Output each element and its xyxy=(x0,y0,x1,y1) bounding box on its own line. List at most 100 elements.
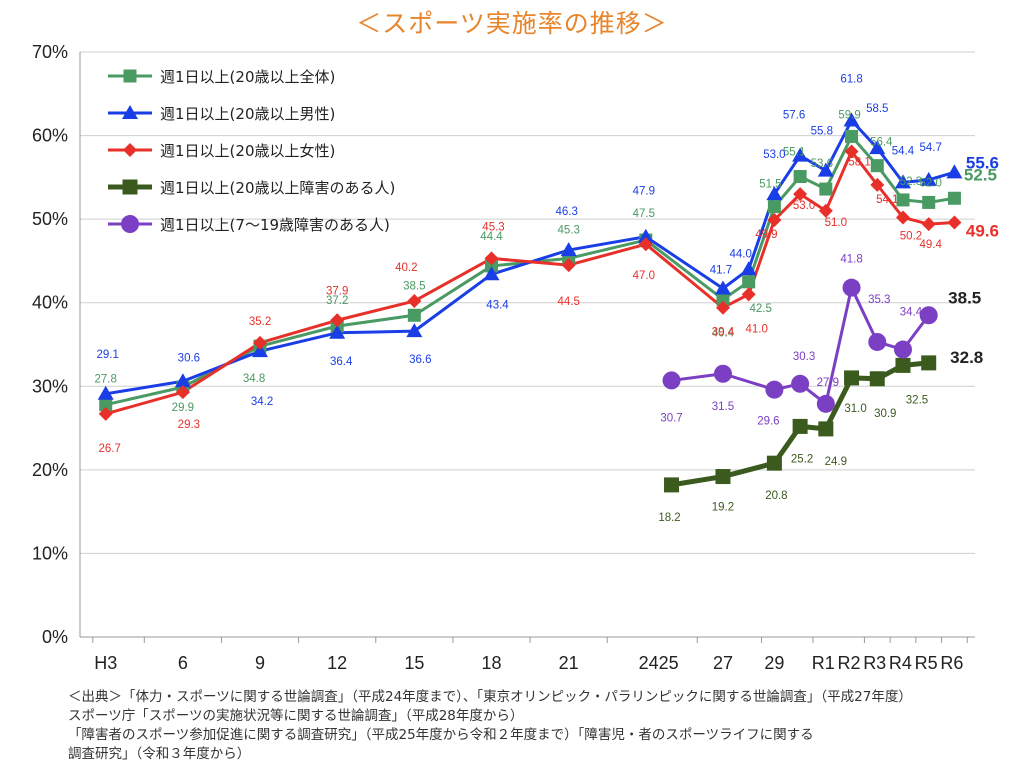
data-label: 34.4 xyxy=(900,307,923,319)
legend-label: 週1日以上(20歳以上障害のある人) xyxy=(160,179,395,197)
y-tick-label: 10% xyxy=(32,543,68,563)
chart-title: ＜スポーツ実施率の推移＞ xyxy=(356,9,668,38)
data-label: 34.8 xyxy=(243,373,265,385)
data-point xyxy=(819,182,833,196)
end-value-label: 38.5 xyxy=(948,288,981,307)
data-label: 55.1 xyxy=(783,147,805,159)
data-point xyxy=(893,340,912,359)
data-label: 38.5 xyxy=(403,280,425,292)
data-point xyxy=(845,129,859,143)
x-tick-label: 2425 xyxy=(639,653,679,673)
source-notes: ＜出典＞「体力・スポーツに関する世論調査」（平成24年度まで）、「東京オリンピッ… xyxy=(68,688,1018,764)
data-label: 35.2 xyxy=(249,316,271,328)
data-point xyxy=(329,324,346,339)
data-label: 36.6 xyxy=(409,354,431,366)
data-label: 40.2 xyxy=(395,262,417,274)
data-point xyxy=(946,164,963,179)
data-label: 55.8 xyxy=(811,126,833,138)
data-point xyxy=(561,258,576,273)
data-point xyxy=(792,147,809,162)
data-point xyxy=(844,144,859,159)
data-point xyxy=(920,171,937,186)
data-point xyxy=(121,215,139,233)
series-line xyxy=(105,149,955,416)
legend-label: 週1日以上(20歳以上男性) xyxy=(160,105,335,123)
x-tick-label: R4 xyxy=(889,653,912,673)
data-point xyxy=(407,308,421,322)
data-label: 31.5 xyxy=(712,401,734,413)
data-point xyxy=(662,371,681,390)
x-tick-label: 12 xyxy=(327,653,347,673)
data-point xyxy=(637,228,654,243)
x-tick-label: 29 xyxy=(764,653,784,673)
data-label: 44.4 xyxy=(480,231,503,243)
data-label: 29.3 xyxy=(178,419,200,431)
legend-label: 週1日以上(20歳以上女性) xyxy=(160,142,335,160)
data-point xyxy=(921,355,937,371)
x-tick-label: R5 xyxy=(915,653,938,673)
x-tick-label: R2 xyxy=(837,653,860,673)
x-tick-label: R3 xyxy=(863,653,886,673)
data-label: 53.0 xyxy=(763,149,785,161)
data-point xyxy=(715,469,731,485)
data-point xyxy=(98,406,113,421)
data-label: 61.8 xyxy=(840,74,862,86)
data-label: 30.7 xyxy=(660,412,682,424)
y-tick-label: 40% xyxy=(32,293,68,313)
legend-label: 週1日以上(7～19歳障害のある人) xyxy=(160,216,390,234)
data-label: 36.4 xyxy=(330,356,353,368)
x-tick-label: 9 xyxy=(255,653,265,673)
data-point xyxy=(817,162,834,177)
data-label: 56.4 xyxy=(870,137,893,149)
data-label: 40.4 xyxy=(712,327,735,339)
data-point xyxy=(791,374,810,393)
data-point xyxy=(844,370,860,386)
data-label: 57.6 xyxy=(783,110,805,122)
data-point xyxy=(767,212,782,227)
data-point xyxy=(765,380,784,399)
data-point xyxy=(767,200,781,214)
data-point xyxy=(792,418,808,434)
source-line: スポーツ庁「スポーツの実施状況等に関する世論調査」（平成28年度から） xyxy=(68,708,524,724)
data-label: 29.9 xyxy=(172,402,194,414)
data-point xyxy=(919,306,938,325)
data-point xyxy=(484,259,498,273)
end-value-label: 49.6 xyxy=(966,221,999,240)
data-label: 49.4 xyxy=(920,239,943,251)
data-point xyxy=(664,477,680,493)
data-label: 46.3 xyxy=(555,206,577,218)
data-label: 37.2 xyxy=(326,295,348,307)
data-point xyxy=(947,215,962,230)
data-label: 45.3 xyxy=(482,221,504,233)
data-point xyxy=(894,174,911,189)
data-label: 41.7 xyxy=(710,265,732,277)
data-label: 43.4 xyxy=(486,299,509,311)
data-label: 41.0 xyxy=(745,323,767,335)
data-label: 41.8 xyxy=(840,254,862,266)
data-label: 30.3 xyxy=(793,351,815,363)
data-label: 52.3 xyxy=(900,176,922,188)
data-label: 27.8 xyxy=(95,374,117,386)
data-label: 25.2 xyxy=(791,453,813,465)
data-label: 49.9 xyxy=(755,229,777,241)
data-point xyxy=(766,186,783,201)
data-point xyxy=(253,335,268,350)
data-label: 29.6 xyxy=(757,416,779,428)
legend-label: 週1日以上(20歳以上全体) xyxy=(160,68,335,86)
data-point xyxy=(97,385,114,400)
data-label: 37.9 xyxy=(326,285,348,297)
y-tick-label: 60% xyxy=(32,126,68,146)
data-point xyxy=(715,300,730,315)
data-label: 35.3 xyxy=(868,294,890,306)
data-point xyxy=(843,112,860,127)
x-tick-label: R6 xyxy=(940,653,963,673)
x-tick-label: 18 xyxy=(481,653,501,673)
data-label: 34.2 xyxy=(251,396,273,408)
data-label: 51.0 xyxy=(825,217,847,229)
data-point xyxy=(122,179,138,195)
data-point xyxy=(742,275,756,289)
data-point xyxy=(175,385,190,400)
data-point xyxy=(716,292,730,306)
data-point xyxy=(406,323,423,338)
source-line: ＜出典＞「体力・スポーツに関する世論調査」（平成24年度まで）、「東京オリンピッ… xyxy=(68,689,912,705)
